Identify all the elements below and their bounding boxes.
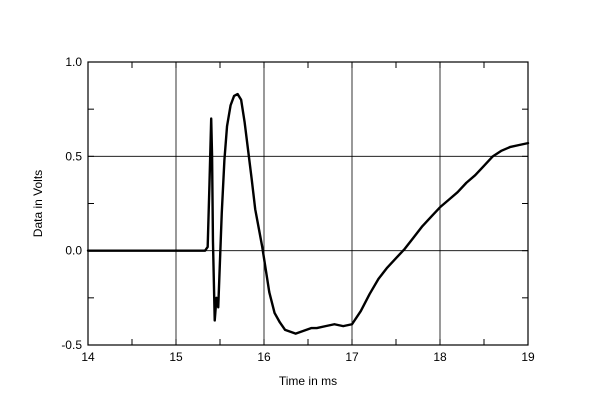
- x-tick-label: 17: [345, 350, 359, 364]
- y-tick-label: 0.0: [65, 244, 82, 258]
- x-tick-labels: 14 15 16 17 18 19: [81, 350, 535, 364]
- y-tick-labels: -0.5 0.0 0.5 1.0: [61, 55, 82, 352]
- series-line: [86, 92, 530, 335]
- series-layer: [86, 92, 530, 335]
- plot-frame: [87, 61, 529, 346]
- y-axis-label: Data in Volts: [31, 170, 45, 237]
- x-tick-label: 15: [169, 350, 183, 364]
- x-tick-label: 16: [257, 350, 271, 364]
- y-tick-label: 0.5: [65, 149, 82, 163]
- x-tick-label: 14: [81, 350, 95, 364]
- grid-lines: [88, 62, 528, 345]
- y-tick-label: -0.5: [61, 338, 82, 352]
- x-axis-label: Time in ms: [279, 374, 337, 388]
- x-tick-label: 19: [521, 350, 535, 364]
- y-tick-label: 1.0: [65, 55, 82, 69]
- x-tick-label: 18: [433, 350, 447, 364]
- tick-marks: [87, 61, 529, 346]
